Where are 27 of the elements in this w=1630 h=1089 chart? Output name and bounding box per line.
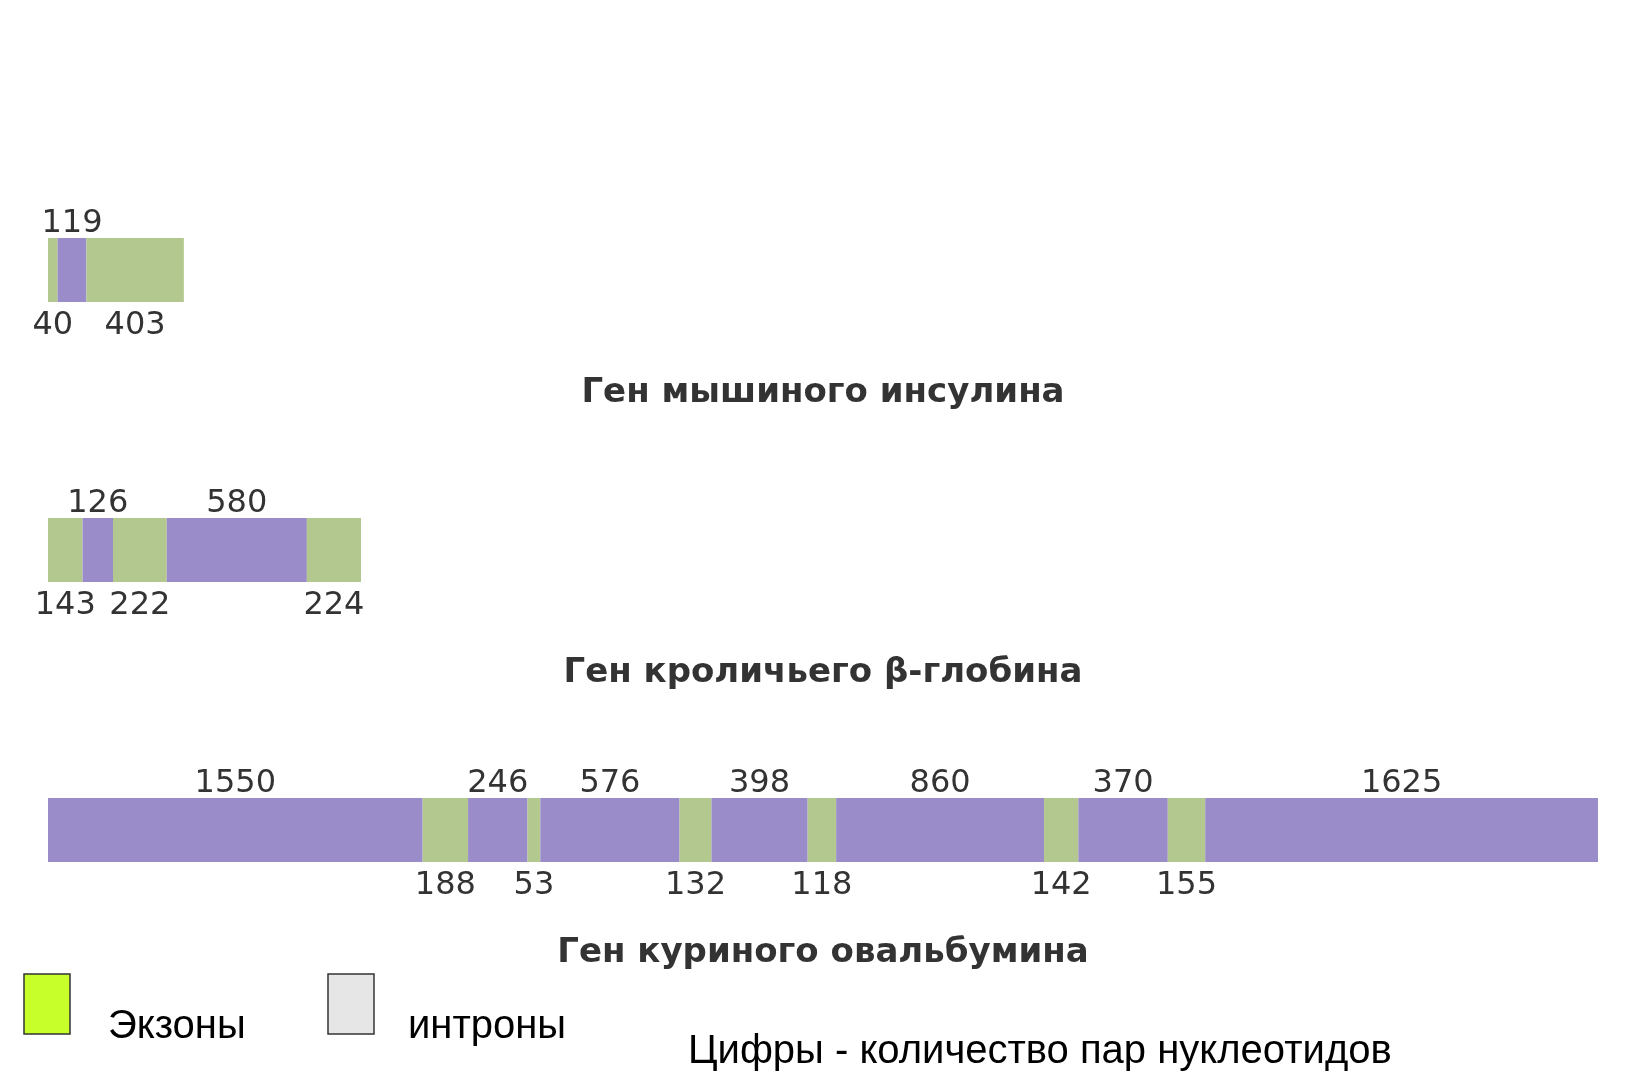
data-label: 580: [206, 482, 268, 520]
y-tick-label: Ген куриного овальбумина: [557, 930, 1089, 970]
data-label: 222: [109, 584, 171, 622]
data-label: 576: [579, 762, 641, 800]
y-tick-label: Ген мышиного инсулина: [581, 370, 1065, 410]
annotation: Экзоны: [108, 1002, 246, 1046]
data-label: 403: [104, 304, 166, 342]
data-label: 119: [41, 202, 103, 240]
data-label: 188: [414, 864, 476, 902]
data-label: 143: [34, 584, 96, 622]
data-label: 1625: [1360, 762, 1443, 800]
data-label: 246: [467, 762, 529, 800]
data-label: 132: [664, 864, 727, 902]
data-label: 370: [1092, 762, 1154, 800]
annotation: Цифры - количество пар нуклеотидов: [688, 1027, 1392, 1071]
data-label: 398: [729, 762, 791, 800]
data-label: 224: [303, 584, 365, 622]
data-label: 155: [1155, 864, 1218, 902]
data-label: 118: [791, 864, 853, 902]
data-label: 53: [513, 864, 555, 902]
data-label: 126: [67, 482, 129, 520]
data-label: 40: [32, 304, 74, 342]
y-tick-label: Ген кроличьего β-глобина: [563, 650, 1083, 690]
data-label: 142: [1030, 864, 1092, 902]
annotation: интроны: [408, 1002, 567, 1046]
data-label: 1550: [194, 762, 277, 800]
data-label: 860: [909, 762, 971, 800]
